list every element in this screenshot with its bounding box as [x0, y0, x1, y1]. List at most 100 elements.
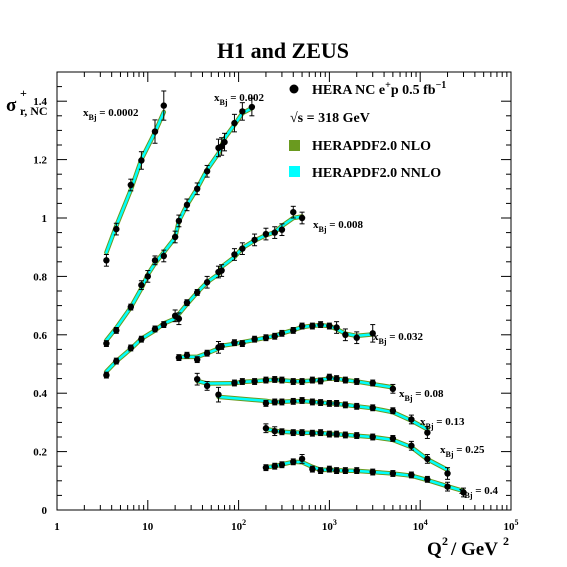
- svg-text:Q: Q: [427, 539, 442, 560]
- data-point: [203, 279, 211, 286]
- data-point: [290, 398, 297, 405]
- svg-text:r, NC: r, NC: [20, 104, 48, 118]
- data-point: [231, 379, 238, 387]
- data-point: [353, 403, 360, 410]
- data-point: [138, 157, 145, 164]
- data-point: [353, 467, 360, 474]
- data-point: [231, 119, 238, 127]
- data-point: [424, 476, 431, 483]
- data-point: [194, 356, 201, 363]
- y-tick-label: 0: [42, 505, 48, 517]
- nnlo-band: [105, 106, 254, 342]
- data-point: [160, 321, 167, 328]
- nnlo-band: [217, 395, 429, 431]
- x-tick-label: 103: [322, 518, 337, 533]
- data-point: [127, 181, 135, 189]
- series-label: xBj = 0.008: [313, 219, 364, 234]
- data-point: [231, 251, 238, 258]
- data-point: [298, 429, 306, 436]
- data-point: [309, 322, 316, 330]
- data-point: [353, 378, 360, 385]
- data-point: [239, 245, 246, 252]
- data-point: [333, 430, 340, 438]
- data-point: [342, 376, 349, 384]
- data-point: [424, 429, 431, 436]
- data-point: [251, 236, 258, 244]
- data-point: [317, 467, 324, 474]
- data-point: [408, 416, 415, 423]
- data-point: [278, 428, 286, 435]
- data-point: [290, 458, 297, 466]
- data-point: [278, 398, 286, 406]
- data-point: [103, 340, 110, 347]
- data-point: [262, 400, 270, 407]
- data-point: [317, 377, 324, 385]
- data-point: [309, 376, 316, 384]
- data-point: [218, 267, 225, 274]
- x-tick-label: 102: [231, 518, 246, 533]
- data-point: [309, 465, 316, 473]
- series-label: xBj = 0.13: [420, 416, 465, 431]
- data-point: [353, 432, 360, 439]
- data-point: [290, 429, 297, 436]
- svg-text:+: +: [20, 86, 27, 100]
- data-point: [262, 464, 270, 471]
- data-point: [171, 233, 179, 241]
- data-point: [221, 138, 228, 146]
- data-point: [408, 442, 415, 449]
- data-point: [333, 467, 340, 474]
- data-point: [175, 315, 183, 322]
- legend-swatch-nlo: [289, 140, 300, 151]
- data-point: [342, 467, 349, 474]
- data-point: [271, 229, 278, 236]
- data-point: [309, 430, 316, 437]
- data-point: [389, 385, 397, 393]
- series-label: xBj = 0.25: [440, 444, 485, 459]
- legend: HERA NC e+p 0.5 fb−1 √s = 318 GeV HERAPD…: [289, 80, 446, 181]
- data-point: [262, 230, 270, 238]
- data-point: [317, 429, 324, 436]
- x-tick-label: 1: [54, 521, 60, 533]
- data-point: [369, 379, 376, 387]
- x-tick-label: 105: [504, 518, 519, 533]
- y-tick-label: 0.2: [33, 447, 47, 459]
- data-point: [194, 185, 201, 192]
- data-point: [113, 225, 120, 233]
- data-point: [444, 483, 451, 490]
- data-point: [290, 378, 297, 385]
- data-point: [103, 257, 110, 264]
- data-point: [138, 335, 145, 343]
- data-point: [271, 427, 278, 435]
- data-point: [298, 322, 306, 330]
- data-point: [203, 349, 211, 357]
- axes-layer: 0 0.2 0.4 0.6 0.8 1 1.2 1.4 1 10 102 103 104 105: [33, 72, 519, 533]
- data-point: [183, 201, 191, 209]
- data-point: [271, 333, 278, 340]
- x-tick-label: 104: [413, 518, 428, 533]
- data-point: [151, 257, 159, 264]
- x-axis-label: Q 2 / GeV 2: [427, 534, 509, 560]
- nnlo-band: [264, 427, 449, 472]
- x-tick-label: 10: [142, 521, 154, 533]
- data-point: [424, 455, 431, 463]
- data-point: [326, 400, 333, 407]
- points-layer: [103, 90, 467, 498]
- data-point: [239, 340, 246, 347]
- data-point: [138, 281, 145, 289]
- series-label: xBj = 0.002: [214, 92, 265, 107]
- y-tick-label: 1: [42, 213, 48, 225]
- nlo-band: [263, 459, 466, 494]
- data-point: [251, 378, 258, 385]
- nnlo-band: [264, 460, 465, 493]
- data-point: [251, 335, 258, 343]
- y-tick-label: 0.8: [33, 271, 47, 283]
- data-point: [248, 103, 256, 111]
- data-point: [262, 376, 270, 384]
- data-point: [278, 226, 286, 233]
- data-point: [333, 400, 340, 407]
- y-axis-label: σ + r, NC: [6, 86, 48, 118]
- data-point: [113, 357, 120, 365]
- series-label: xBj = 0.032: [373, 331, 424, 346]
- data-point: [389, 435, 397, 442]
